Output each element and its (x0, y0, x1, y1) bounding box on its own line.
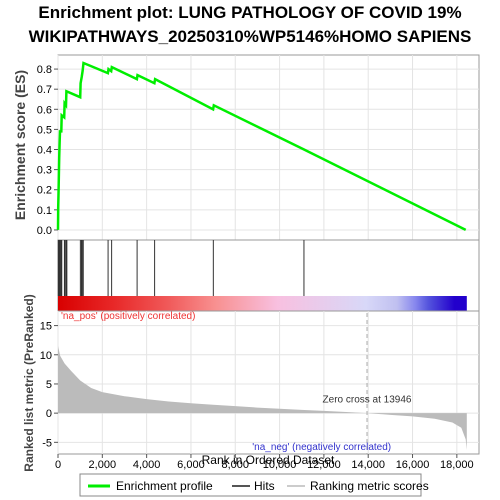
negative-correlation-label: 'na_neg' (negatively correlated) (252, 442, 391, 453)
positive-correlation-label: 'na_pos' (positively correlated) (61, 311, 195, 322)
legend-frame (79, 473, 422, 497)
x-axis-title: Rank in Ordered Dataset (202, 453, 335, 467)
x-tick-label: 18,000 (440, 459, 474, 471)
es-y-tick-label: 0.2 (37, 185, 52, 197)
metric-y-tick-label: 10 (40, 350, 52, 362)
es-y-axis-title: Enrichment score (ES) (12, 70, 28, 220)
metric-y-axis-title: Ranked list metric (PreRanked) (22, 294, 36, 471)
x-tick-label: 0 (55, 459, 61, 471)
es-y-axis-ticks: 0.0 0.1 0.2 0.3 0.4 0.5 0.6 0.7 0.8 (37, 64, 58, 237)
x-tick-label: 10,000 (263, 459, 297, 471)
x-tick-label: 4,000 (133, 459, 161, 471)
es-y-tick-label: 0.3 (37, 165, 52, 177)
chart-title-line-1: Enrichment plot: LUNG PATHOLOGY OF COVID… (38, 3, 461, 22)
x-tick-label: 2,000 (89, 459, 117, 471)
legend-metric-label: Ranking metric scores (310, 479, 429, 493)
metric-y-tick-label: 0 (46, 408, 52, 420)
es-y-tick-label: 0.1 (37, 205, 52, 217)
x-tick-label: 14,000 (351, 459, 385, 471)
es-y-tick-label: 0.5 (37, 124, 52, 136)
x-tick-label: 8,000 (221, 459, 249, 471)
es-y-tick-label: 0.4 (37, 145, 52, 157)
es-y-tick-label: 0.0 (37, 225, 52, 237)
ranked-heatmap-bar (58, 296, 467, 311)
ranked-metric-panel: Zero cross at 13946 'na_pos' (positively… (22, 294, 480, 472)
x-tick-label: 16,000 (396, 459, 430, 471)
es-y-tick-label: 0.7 (37, 84, 52, 96)
es-y-tick-label: 0.6 (37, 104, 52, 116)
metric-y-axis-ticks: -5 0 5 10 15 (40, 321, 58, 449)
hits-panel (57, 239, 480, 312)
x-axis: 0 2,000 4,000 6,000 8,000 10,000 12,000 14,000 1… (55, 454, 474, 471)
es-panel-frame (57, 54, 480, 241)
zero-cross-label: Zero cross at 13946 (323, 395, 412, 406)
chart-title-line-2: WIKIPATHWAYS_20250310%WP5146%HOMO SAPIEN… (29, 27, 472, 46)
legend-hits-label: Hits (254, 479, 275, 493)
x-tick-label: 12,000 (307, 459, 341, 471)
es-y-tick-label: 0.8 (37, 64, 52, 76)
legend-profile-label: Enrichment profile (116, 479, 213, 493)
es-gridlines (57, 55, 479, 240)
metric-y-tick-label: -5 (42, 437, 52, 449)
enrichment-score-panel: 0.0 0.1 0.2 0.3 0.4 0.5 0.6 0.7 0.8 Enrichment s… (12, 54, 480, 241)
hit-markers (57, 240, 305, 296)
metric-panel-frame (57, 310, 480, 455)
metric-y-tick-label: 5 (46, 379, 52, 391)
chart-legend: Enrichment profile Hits Ranking metric s… (79, 473, 429, 497)
metric-y-tick-label: 15 (40, 321, 52, 333)
metric-gridlines (57, 311, 479, 454)
x-tick-label: 6,000 (177, 459, 205, 471)
enrichment-profile-line (56, 61, 467, 232)
